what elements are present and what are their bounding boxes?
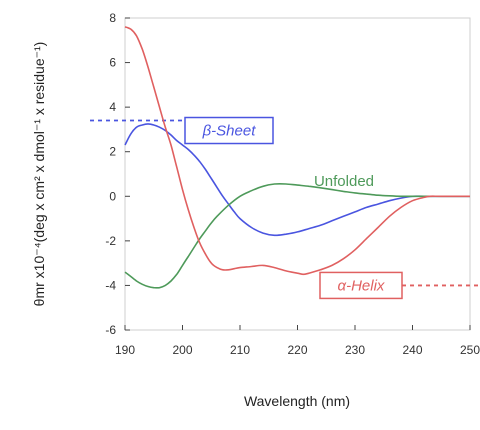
x-tick-label: 250 <box>460 343 480 357</box>
y-tick-label: -2 <box>105 234 116 248</box>
beta-sheet-label: β-Sheet <box>202 123 257 140</box>
axis-ticks: 190 200 210 220 230 240 250 8 6 4 2 0 -2 -4 -6 <box>105 11 480 357</box>
beta-sheet-box <box>184 116 274 145</box>
annotations: β-Sheet Unfolded α-Helix <box>184 116 403 300</box>
y-tick-label: 0 <box>109 189 116 203</box>
x-tick-label: 200 <box>172 343 192 357</box>
x-tick-label: 190 <box>115 343 135 357</box>
y-axis-title: θmr x10⁻⁴(deg x cm² x dmol⁻¹ x residue⁻¹… <box>31 42 47 307</box>
y-tick-label: 6 <box>109 56 116 70</box>
x-tick-label: 230 <box>345 343 365 357</box>
beta-sheet-line <box>124 123 470 237</box>
y-tick-label: 8 <box>109 11 116 25</box>
y-tick-label: 4 <box>109 100 116 114</box>
plot-frame <box>124 17 471 331</box>
unfolded-label: Unfolded <box>314 173 374 190</box>
alpha-helix-box <box>319 271 403 300</box>
reference-dashes <box>90 119 478 287</box>
x-tick-label: 220 <box>287 343 307 357</box>
y-tick-label: 2 <box>109 145 116 159</box>
y-tick-label: -6 <box>105 323 116 337</box>
y-tick-label: -4 <box>105 278 116 292</box>
alpha-helix-label: α-Helix <box>338 277 385 294</box>
x-tick-label: 240 <box>402 343 422 357</box>
series-lines <box>124 26 470 289</box>
x-tick-label: 210 <box>230 343 250 357</box>
x-axis-title: Wavelength (nm) <box>244 393 350 409</box>
alpha-helix-line <box>124 26 470 276</box>
unfolded-line <box>124 183 470 289</box>
